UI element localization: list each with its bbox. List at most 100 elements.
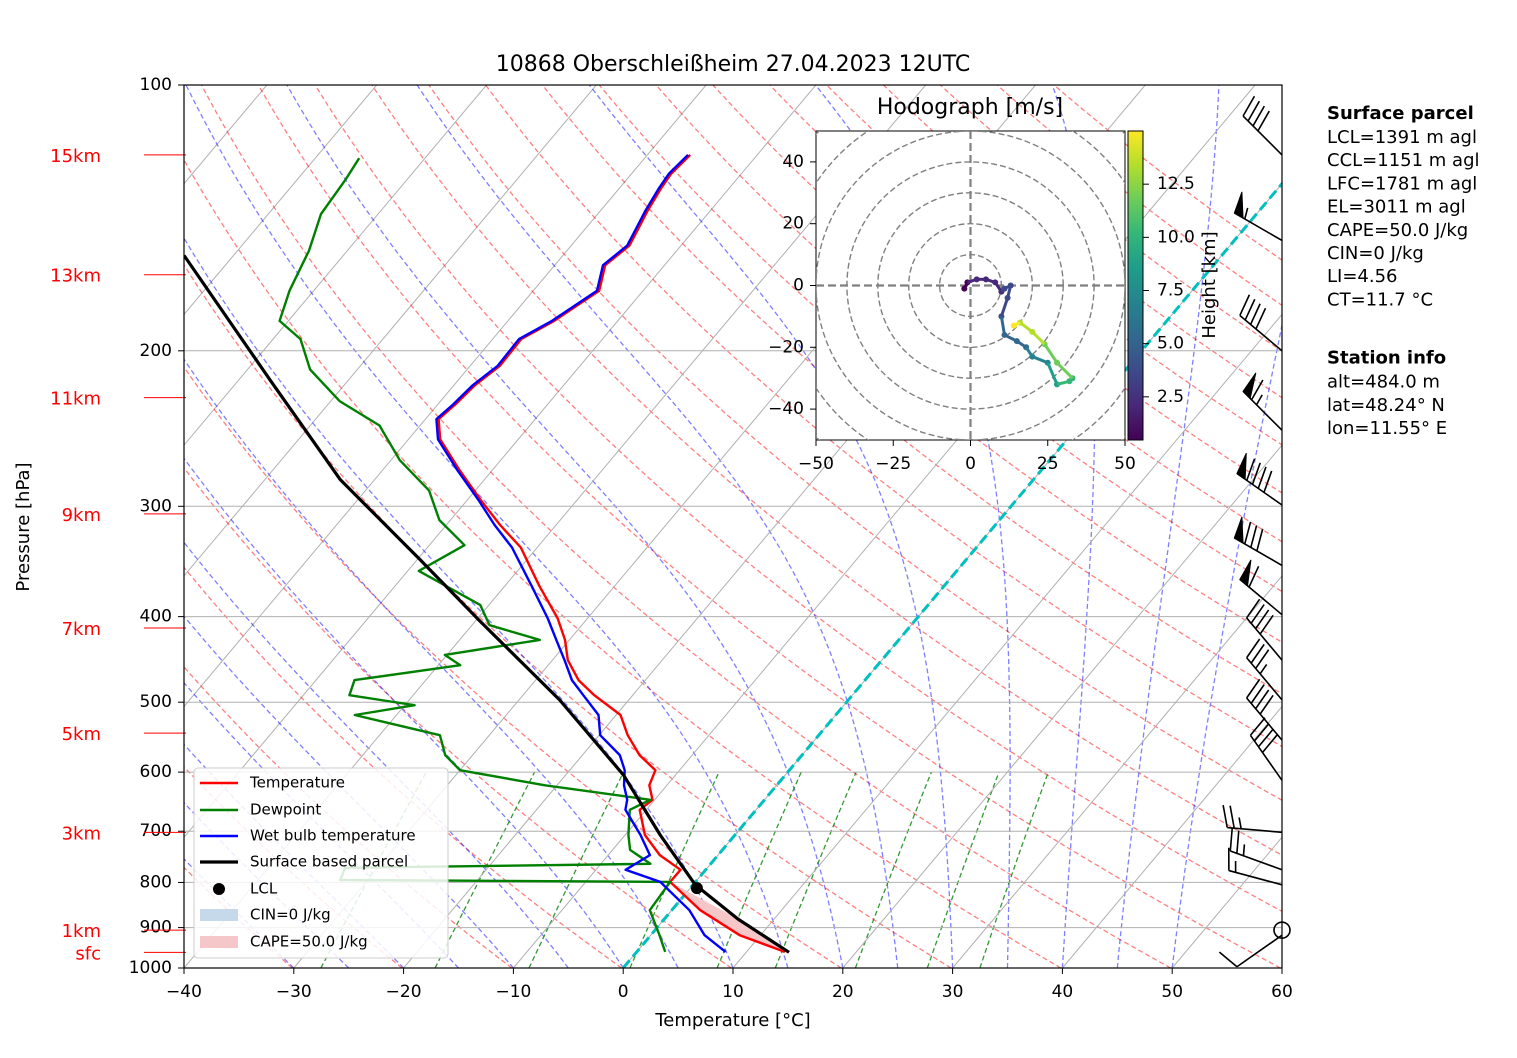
mixing-ratio-line	[854, 771, 933, 968]
y-tick-label: −40	[768, 399, 804, 419]
height-label: 15km	[50, 146, 101, 167]
wind-barb	[1239, 294, 1283, 352]
mixing-ratio-line	[528, 771, 625, 968]
y-tick-label: 200	[140, 341, 172, 361]
legend-label: LCL	[250, 880, 278, 898]
barb-shaft	[1233, 521, 1283, 567]
x-tick-label: 50	[1161, 982, 1183, 1002]
moist-adiabat	[184, 541, 569, 968]
height-label: 3km	[62, 823, 101, 844]
barb-flag	[1233, 516, 1244, 544]
wind-barb	[1218, 934, 1283, 968]
info-heading: Station info	[1327, 348, 1446, 369]
colorbar-tick-label: 2.5	[1157, 387, 1184, 407]
dry-adiabat	[655, 85, 1282, 593]
height-label: 13km	[50, 266, 101, 287]
hodograph-title: Hodograph [m/s]	[877, 95, 1063, 120]
x-axis-label: Temperature [°C]	[654, 1010, 810, 1031]
y-tick-label: 600	[140, 762, 172, 782]
isotherm	[184, 85, 707, 708]
legend-label: CIN=0 J/kg	[250, 906, 331, 924]
y-tick-label: 300	[140, 496, 172, 516]
y-tick-label: 0	[793, 276, 804, 296]
moist-adiabat	[184, 358, 679, 968]
hodograph-point	[1010, 322, 1017, 329]
wind-barb	[1245, 638, 1283, 701]
isotherm	[184, 85, 597, 577]
x-tick-label: −30	[276, 982, 312, 1002]
moist-adiabat	[184, 615, 514, 968]
x-tick-label: 10	[722, 982, 744, 1002]
height-label: 1km	[62, 921, 101, 942]
barb-shaft	[1239, 294, 1283, 352]
info-line: CIN=0 J/kg	[1327, 243, 1424, 264]
x-tick-label: 30	[942, 982, 964, 1002]
y-tick-label: 400	[140, 607, 172, 627]
x-tick-label: 25	[1037, 454, 1059, 474]
y-tick-label: 1000	[129, 958, 172, 978]
moist-adiabat	[1171, 322, 1282, 968]
y-tick-label: −20	[768, 337, 804, 357]
info-line: lat=48.24° N	[1327, 395, 1445, 416]
isotherm-grid-line	[732, 313, 1282, 968]
legend-label: Wet bulb temperature	[250, 827, 416, 845]
height-label: 11km	[50, 389, 101, 410]
legend-label: CAPE=50.0 J/kg	[250, 933, 368, 951]
height-label: 9km	[62, 505, 101, 526]
moist-adiabat	[416, 85, 899, 968]
profile-line	[435, 154, 727, 953]
hodograph-plot	[816, 131, 1125, 440]
mixing-ratio-line	[979, 771, 1049, 968]
legend-label: Surface based parcel	[250, 853, 408, 871]
moist-adiabat	[286, 85, 844, 968]
legend: Temperature Dewpoint Wet bulb temperature S…	[200, 774, 416, 951]
colorbar-tick-label: 12.5	[1157, 174, 1195, 194]
hodograph: −50 −25 0 25 50 −40 −20 0 20 40 2.5 5.0 7.5 10.0 12.5	[768, 131, 1195, 474]
barb-shaft	[1229, 828, 1283, 871]
colorbar-tick-label: 7.5	[1157, 280, 1184, 300]
barb-flag	[1239, 559, 1252, 587]
y-tick-label: 100	[140, 75, 172, 95]
wind-barb	[1242, 95, 1283, 156]
barb-flag	[1242, 372, 1257, 400]
hodograph-segment	[1046, 362, 1059, 385]
dry-adiabat	[598, 85, 1282, 643]
isotherm	[184, 85, 378, 316]
barb-shaft	[1218, 934, 1283, 968]
x-tick-label: 0	[965, 454, 976, 474]
x-tick-label: 60	[1271, 982, 1293, 1002]
y-tick-label: 800	[140, 872, 172, 892]
x-tick-label: −40	[166, 982, 202, 1002]
mixing-ratio-line	[629, 771, 720, 968]
dry-adiabat	[541, 85, 1282, 695]
barb-shaft	[1245, 638, 1283, 701]
colorbar-tick-label: 5.0	[1157, 334, 1184, 354]
freezing-isotherm	[622, 181, 1282, 968]
hodograph-segment	[999, 316, 1006, 336]
isotherm-grid-line	[952, 575, 1282, 968]
x-tick-label: 50	[1114, 454, 1136, 474]
colorbar-label: Height [km]	[1199, 231, 1220, 338]
mixing-ratio-line	[716, 771, 802, 968]
x-tick-label: 20	[832, 982, 854, 1002]
hodograph-frame	[815, 130, 1126, 441]
barb-flag	[1236, 452, 1247, 481]
y-axis-label: Pressure [hPa]	[13, 462, 34, 591]
legend-swatch	[200, 936, 238, 948]
y-tick-label: 500	[140, 692, 172, 712]
info-line: lon=11.55° E	[1327, 418, 1447, 439]
y-tick-label: 900	[140, 918, 172, 938]
info-line: EL=3011 m agl	[1327, 197, 1466, 218]
chart-title: 10868 Oberschleißheim 27.04.2023 12UTC	[496, 52, 971, 77]
height-label: 7km	[62, 619, 101, 640]
info-line: CCL=1151 m agl	[1327, 150, 1480, 171]
barb-shaft	[1245, 598, 1283, 661]
x-tick-label: −25	[875, 454, 911, 474]
info-line: LCL=1391 m agl	[1327, 127, 1477, 148]
wind-barb	[1229, 828, 1283, 871]
info-line: alt=484.0 m	[1327, 372, 1440, 393]
moist-adiabat	[185, 85, 789, 968]
legend-swatch	[213, 883, 225, 895]
